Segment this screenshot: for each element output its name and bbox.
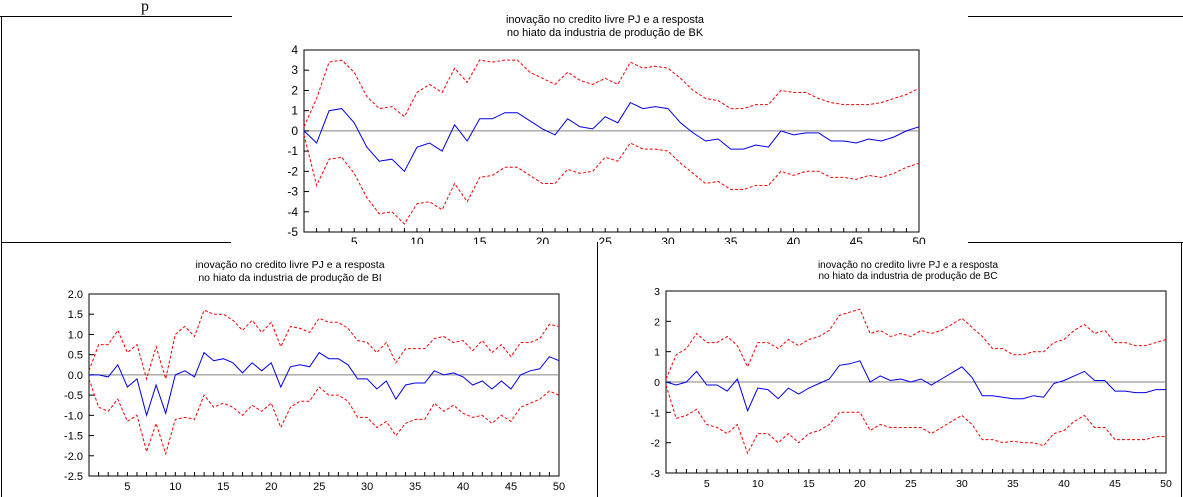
x-tick-label: 10: [410, 235, 424, 244]
series-upper-line: [88, 309, 560, 381]
x-tick-label: 50: [553, 481, 565, 493]
x-tick-label: 25: [599, 235, 613, 244]
series-lower-line: [665, 384, 1166, 455]
y-tick-label: 1.5: [68, 309, 83, 321]
y-tick-label: -4: [287, 205, 298, 219]
y-tick-label: -1.0: [64, 410, 83, 422]
y-tick-label: 3: [654, 286, 660, 298]
y-tick-label: 0: [654, 377, 660, 389]
x-tick-label: 50: [912, 235, 926, 244]
frame-top-right: [968, 16, 1183, 17]
chart-panel-bk: inovação no credito livre PJ e a respost…: [240, 2, 970, 244]
y-tick-label: -1: [287, 144, 298, 158]
frame-left: [1, 16, 2, 497]
x-tick-label: 30: [661, 235, 675, 244]
y-tick-label: 3: [291, 63, 298, 77]
x-tick-label: 30: [956, 478, 968, 490]
x-tick-label: 25: [313, 481, 325, 493]
y-tick-label: -5: [287, 225, 298, 239]
x-tick-label: 20: [854, 478, 866, 490]
y-tick-label: 0.5: [68, 350, 83, 362]
y-tick-label: -2: [651, 438, 660, 450]
x-tick-label: 15: [473, 235, 487, 244]
y-tick-label: 1: [291, 104, 298, 118]
y-tick-label: -2.5: [64, 471, 83, 483]
frame-mid-left: [1, 242, 231, 243]
chart-title-line: no hiato da industria de produção de BI: [198, 272, 381, 284]
plot-frame: [303, 49, 920, 233]
series-lower-line: [303, 134, 920, 225]
x-tick-label: 25: [905, 478, 917, 490]
y-tick-label: 2: [291, 83, 298, 97]
x-tick-label: 40: [1058, 478, 1070, 490]
chart-title-line: inovação no credito livre PJ e a respost…: [506, 14, 705, 26]
x-tick-label: 35: [1007, 478, 1019, 490]
x-tick-label: 15: [803, 478, 815, 490]
y-tick-label: -1: [651, 407, 660, 419]
y-tick-label: 1: [654, 347, 660, 359]
plot-frame: [88, 293, 560, 477]
x-tick-label: 40: [787, 235, 801, 244]
chart-title-line: no hiato da industria de produção de BC: [818, 271, 997, 282]
x-tick-label: 45: [850, 235, 864, 244]
series-response-line: [303, 101, 920, 173]
header-fragment: p: [141, 0, 149, 15]
x-tick-label: 20: [536, 235, 550, 244]
series-lower-line: [88, 378, 560, 456]
y-tick-label: -0.5: [64, 390, 83, 402]
x-tick-label: 35: [409, 481, 421, 493]
chart-bi-svg: inovação no credito livre PJ e a respost…: [64, 259, 565, 493]
series-response-line: [89, 351, 560, 418]
y-tick-label: -3: [651, 468, 660, 480]
x-tick-label: 5: [124, 481, 130, 493]
frame-mid-right: [968, 242, 1183, 243]
chart-panel-bc: inovação no credito livre PJ e a respost…: [608, 250, 1178, 494]
x-tick-label: 50: [1160, 478, 1172, 490]
y-tick-label: 0.0: [68, 370, 83, 382]
x-tick-label: 15: [217, 481, 229, 493]
series-upper-line: [303, 59, 920, 128]
frame-top-left: [0, 16, 232, 17]
y-tick-label: -2: [287, 164, 298, 178]
y-tick-label: -2.0: [64, 451, 83, 463]
chart-title-line: no hiato da industria de produção de BK: [507, 27, 704, 39]
x-tick-label: 10: [752, 478, 764, 490]
x-tick-label: 5: [351, 235, 358, 244]
chart-bk-svg: inovação no credito livre PJ e a respost…: [287, 14, 926, 244]
x-tick-label: 5: [704, 478, 710, 490]
y-tick-label: 4: [291, 43, 298, 57]
y-tick-label: 1.0: [68, 329, 83, 341]
series-response-line: [665, 360, 1166, 413]
x-tick-label: 45: [1109, 478, 1121, 490]
y-tick-label: -3: [287, 185, 298, 199]
chart-title-line: inovação no credito livre PJ e a respost…: [195, 259, 384, 271]
y-tick-label: -1.5: [64, 431, 83, 443]
x-tick-label: 20: [265, 481, 277, 493]
x-tick-label: 45: [505, 481, 517, 493]
chart-bc-svg: inovação no credito livre PJ e a respost…: [651, 260, 1172, 490]
frame-divider: [597, 242, 598, 497]
x-tick-label: 35: [724, 235, 738, 244]
x-tick-label: 40: [457, 481, 469, 493]
y-tick-label: 2.0: [68, 289, 83, 301]
chart-title-line: inovação no credito livre PJ e a respost…: [818, 260, 999, 271]
x-tick-label: 10: [169, 481, 181, 493]
frame-right: [1181, 242, 1182, 497]
y-tick-label: 2: [654, 316, 660, 328]
series-upper-line: [665, 308, 1167, 380]
x-tick-label: 30: [361, 481, 373, 493]
chart-panel-bi: inovação no credito livre PJ e a respost…: [15, 250, 590, 494]
y-tick-label: 0: [291, 124, 298, 138]
